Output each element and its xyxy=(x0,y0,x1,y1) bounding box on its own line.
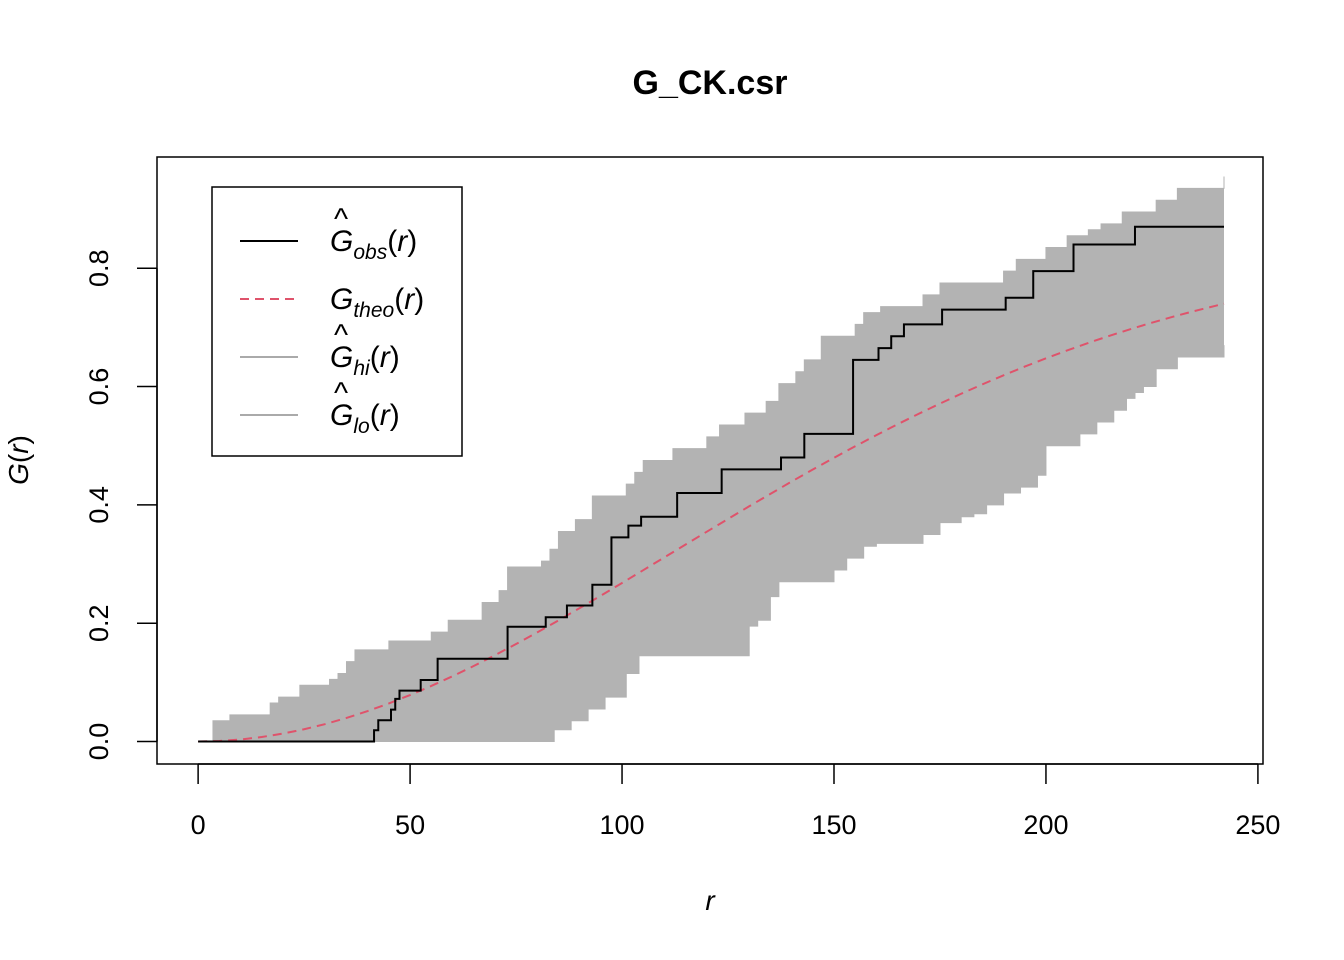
series-hi-line xyxy=(198,176,1225,743)
y-tick-label: 0.8 xyxy=(84,249,114,287)
envelope-band xyxy=(198,176,1225,743)
x-axis-label: r xyxy=(705,885,716,916)
y-tick-label: 0.6 xyxy=(84,368,114,406)
legend-label: Ghi(r) xyxy=(330,341,400,380)
y-tick-label: 0.0 xyxy=(84,723,114,761)
hat-accent: ^ xyxy=(334,319,348,352)
x-tick-label: 50 xyxy=(395,810,425,840)
envelope-fill xyxy=(198,176,1224,742)
legend-label: Glo(r) xyxy=(330,399,400,438)
x-tick-label: 200 xyxy=(1023,810,1068,840)
series-lo-line xyxy=(198,345,1225,743)
legend: Gobs(r)^Gtheo(r)Ghi(r)^Glo(r)^ xyxy=(211,186,463,457)
y-axis: 0.0 0.2 0.4 0.6 0.8 xyxy=(84,249,158,761)
x-tick-label: 0 xyxy=(191,810,206,840)
legend-label: Gtheo(r) xyxy=(330,283,424,322)
legend-item-hi: Ghi(r)^ xyxy=(240,319,400,380)
hat-accent: ^ xyxy=(334,377,348,410)
series-obs-line xyxy=(198,225,1224,743)
y-tick-label: 0.2 xyxy=(84,604,114,642)
y-tick-label: 0.4 xyxy=(84,486,114,524)
x-tick-label: 150 xyxy=(811,810,856,840)
legend-label: Gobs(r) xyxy=(330,225,417,264)
series-lines xyxy=(198,225,1225,743)
legend-item-theo: Gtheo(r) xyxy=(240,283,424,322)
y-axis-label: G(r) xyxy=(3,435,34,485)
chart-title: G_CK.csr xyxy=(633,64,788,102)
legend-box xyxy=(211,186,463,457)
x-tick-label: 100 xyxy=(600,810,645,840)
legend-item-obs: Gobs(r)^ xyxy=(240,203,417,264)
x-tick-label: 250 xyxy=(1235,810,1280,840)
legend-item-lo: Glo(r)^ xyxy=(240,377,400,438)
x-axis: 0 50 100 150 200 250 xyxy=(191,763,1280,840)
hat-accent: ^ xyxy=(334,203,348,236)
